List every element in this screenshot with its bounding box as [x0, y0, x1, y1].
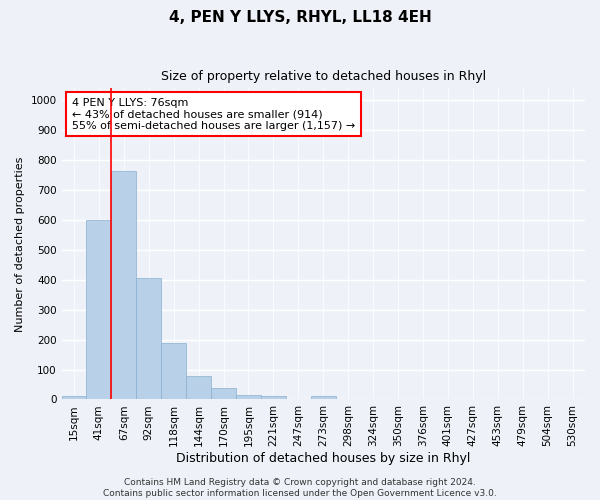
Bar [86, 220, 112, 400]
Bar [211, 388, 236, 400]
Bar [112, 170, 136, 400]
Text: 4, PEN Y LLYS, RHYL, LL18 4EH: 4, PEN Y LLYS, RHYL, LL18 4EH [169, 10, 431, 25]
Bar [161, 343, 186, 400]
Bar [186, 376, 211, 400]
Text: Contains HM Land Registry data © Crown copyright and database right 2024.
Contai: Contains HM Land Registry data © Crown c… [103, 478, 497, 498]
Bar [261, 396, 286, 400]
Bar [136, 278, 161, 400]
Text: 4 PEN Y LLYS: 76sqm
← 43% of detached houses are smaller (914)
55% of semi-detac: 4 PEN Y LLYS: 76sqm ← 43% of detached ho… [72, 98, 355, 131]
Y-axis label: Number of detached properties: Number of detached properties [15, 156, 25, 332]
Title: Size of property relative to detached houses in Rhyl: Size of property relative to detached ho… [161, 70, 486, 83]
Bar [236, 396, 261, 400]
Bar [62, 396, 86, 400]
Bar [311, 396, 336, 400]
X-axis label: Distribution of detached houses by size in Rhyl: Distribution of detached houses by size … [176, 452, 470, 465]
